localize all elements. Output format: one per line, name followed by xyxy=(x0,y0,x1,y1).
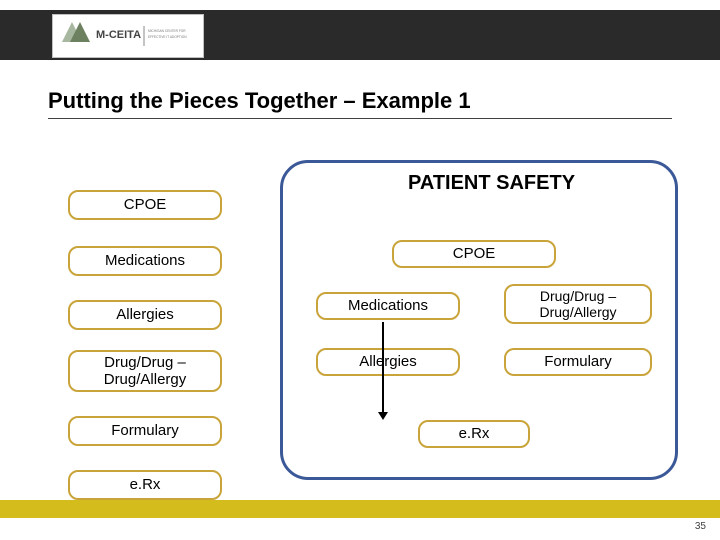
group-pill-cpoe: CPOE xyxy=(392,240,556,268)
logo: M-CEITA MICHIGAN CENTER FOR EFFECTIVE IT… xyxy=(52,14,204,58)
left-pill-medications: Medications xyxy=(68,246,222,276)
group-pill-formulary: Formulary xyxy=(504,348,652,376)
group-title: PATIENT SAFETY xyxy=(408,172,575,195)
left-pill-erx: e.Rx xyxy=(68,470,222,500)
mceita-logo-icon: M-CEITA MICHIGAN CENTER FOR EFFECTIVE IT… xyxy=(58,18,198,54)
group-pill-allergies: Allergies xyxy=(316,348,460,376)
slide-title: Putting the Pieces Together – Example 1 xyxy=(48,88,471,114)
logo-sub2: EFFECTIVE IT ADOPTION xyxy=(148,35,187,39)
left-pill-cpoe: CPOE xyxy=(68,190,222,220)
group-pill-drugdrug: Drug/Drug – Drug/Allergy xyxy=(504,284,652,324)
logo-sub1: MICHIGAN CENTER FOR xyxy=(148,29,186,33)
group-pill-erx: e.Rx xyxy=(418,420,530,448)
group-pill-medications: Medications xyxy=(316,292,460,320)
left-pill-formulary: Formulary xyxy=(68,416,222,446)
logo-text: M-CEITA xyxy=(96,29,141,41)
title-underline xyxy=(48,118,672,119)
page-number: 35 xyxy=(695,521,706,532)
arrow-head-icon xyxy=(378,412,388,420)
arrow-line xyxy=(382,322,384,414)
left-pill-allergies: Allergies xyxy=(68,300,222,330)
left-pill-drugdrug: Drug/Drug – Drug/Allergy xyxy=(68,350,222,392)
footer-bar xyxy=(0,500,720,518)
